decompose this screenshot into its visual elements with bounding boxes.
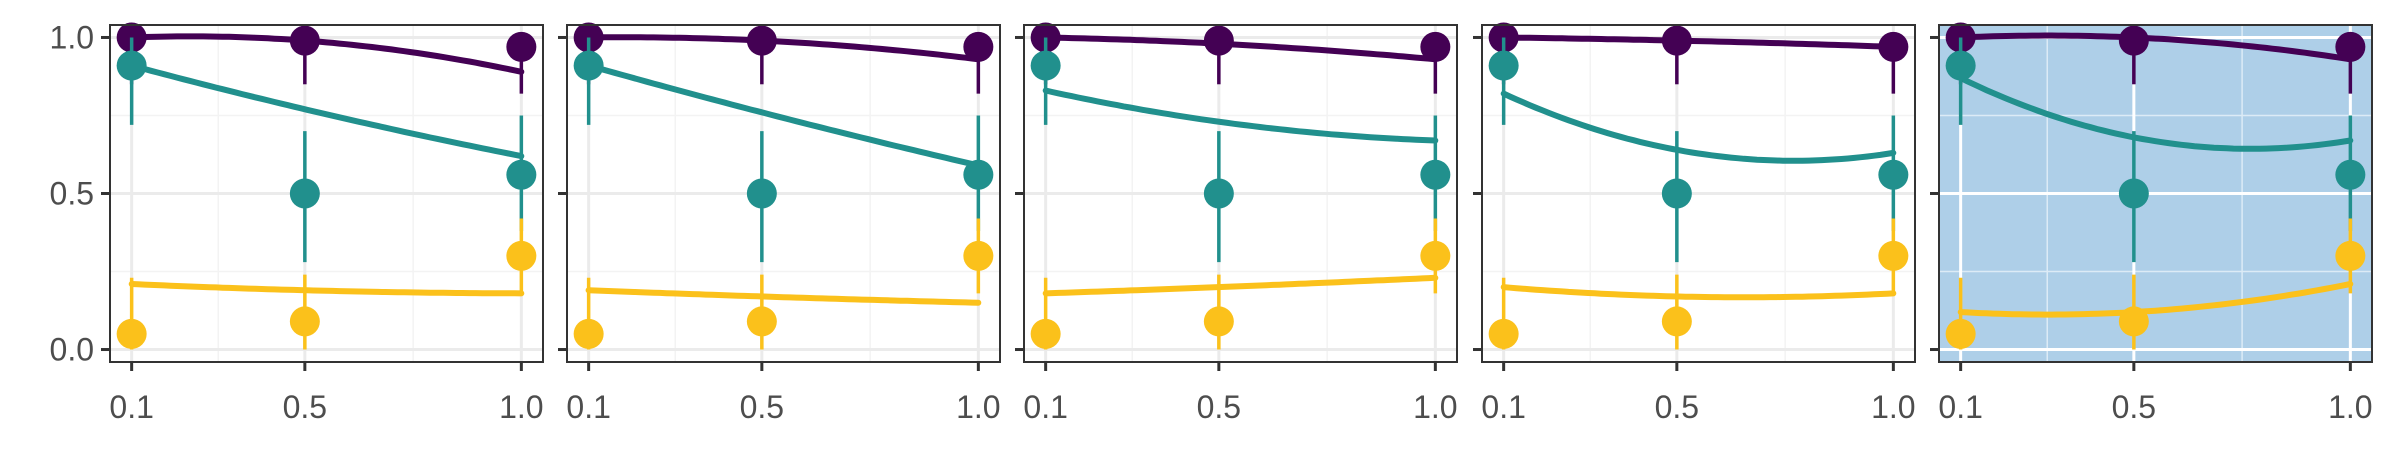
y-tick-label: 0.5 [50,176,94,212]
panel-4: 0.1 0.5 1.0 [1473,22,1916,425]
fit-line-series-1 [1042,34,1439,63]
data-point-series-1 [2118,25,2149,56]
x-tick-label: 0.5 [1197,389,1241,425]
data-point-series-2 [506,159,537,190]
x-tick-label: 0.1 [566,389,610,425]
data-point-series-3 [1203,306,1234,337]
panel-3: 0.1 0.5 1.0 [1015,22,1458,425]
x-tick-label: 0.1 [1023,389,1067,425]
x-tick-label: 0.5 [2112,389,2156,425]
panel-2: 0.1 0.5 1.0 [558,22,1001,425]
data-point-series-2 [1661,178,1692,209]
x-tick-label: 0.5 [1655,389,1699,425]
data-point-series-3 [1420,240,1451,271]
fit-line-series-1 [585,34,982,63]
fit-line-series-3 [585,287,982,306]
y-tick-label: 0.0 [50,332,94,368]
data-point-series-3 [1488,318,1519,349]
fit-line-series-3 [1042,274,1439,297]
data-point-series-3 [2335,240,2366,271]
x-tick-label: 0.1 [1481,389,1525,425]
data-point-series-3 [746,306,777,337]
x-tick-label: 1.0 [499,389,543,425]
x-tick-label: 1.0 [2328,389,2372,425]
data-point-series-2 [1030,50,1061,81]
data-point-series-1 [1878,31,1909,62]
data-point-series-3 [2118,306,2149,337]
x-tick-label: 0.5 [740,389,784,425]
data-point-series-3 [289,306,320,337]
fit-line-series-2 [1042,87,1439,144]
fit-line-series-1 [1957,32,2354,63]
data-point-series-3 [1945,318,1976,349]
data-point-series-1 [289,25,320,56]
panel-1: 0.1 0.5 1.0 0.0 0.5 1.0 [50,19,544,425]
data-point-series-1 [746,25,777,56]
data-point-series-2 [1488,50,1519,81]
x-tick-label: 0.5 [283,389,327,425]
data-point-series-2 [573,50,604,81]
x-tick-label: 1.0 [1413,389,1457,425]
data-point-series-2 [1878,159,1909,190]
fit-line-series-2 [1957,75,2354,152]
x-tick-label: 1.0 [1871,389,1915,425]
fit-line-series-2 [585,62,982,169]
data-point-series-1 [1203,25,1234,56]
data-point-series-1 [1661,25,1692,56]
data-point-series-2 [746,178,777,209]
data-point-series-3 [963,240,994,271]
fit-line-series-2 [128,62,525,160]
fit-line-series-2 [1500,90,1897,164]
fit-line-series-1 [1500,34,1897,50]
data-point-series-2 [116,50,147,81]
data-point-series-3 [116,318,147,349]
data-point-series-3 [573,318,604,349]
fit-line-series-3 [1957,281,2354,318]
fit-line-series-3 [1500,284,1897,301]
data-point-series-3 [1030,318,1061,349]
data-point-series-1 [506,31,537,62]
data-point-series-2 [289,178,320,209]
y-tick-label: 1.0 [50,19,94,55]
x-tick-label: 1.0 [956,389,1000,425]
data-point-series-3 [1661,306,1692,337]
panel-5: 0.1 0.5 1.0 [1930,22,2373,425]
data-point-series-2 [1945,50,1976,81]
x-tick-label: 0.1 [1938,389,1982,425]
data-point-series-2 [1420,159,1451,190]
data-point-series-2 [1203,178,1234,209]
fit-line-series-1 [128,33,525,75]
data-point-series-1 [1420,31,1451,62]
data-point-series-3 [506,240,537,271]
fit-line-series-3 [128,281,525,297]
data-point-series-1 [963,31,994,62]
data-point-series-2 [2118,178,2149,209]
x-tick-label: 0.1 [109,389,153,425]
data-point-series-2 [963,159,994,190]
data-point-series-2 [2335,159,2366,190]
data-point-series-1 [2335,31,2366,62]
data-point-series-3 [1878,240,1909,271]
